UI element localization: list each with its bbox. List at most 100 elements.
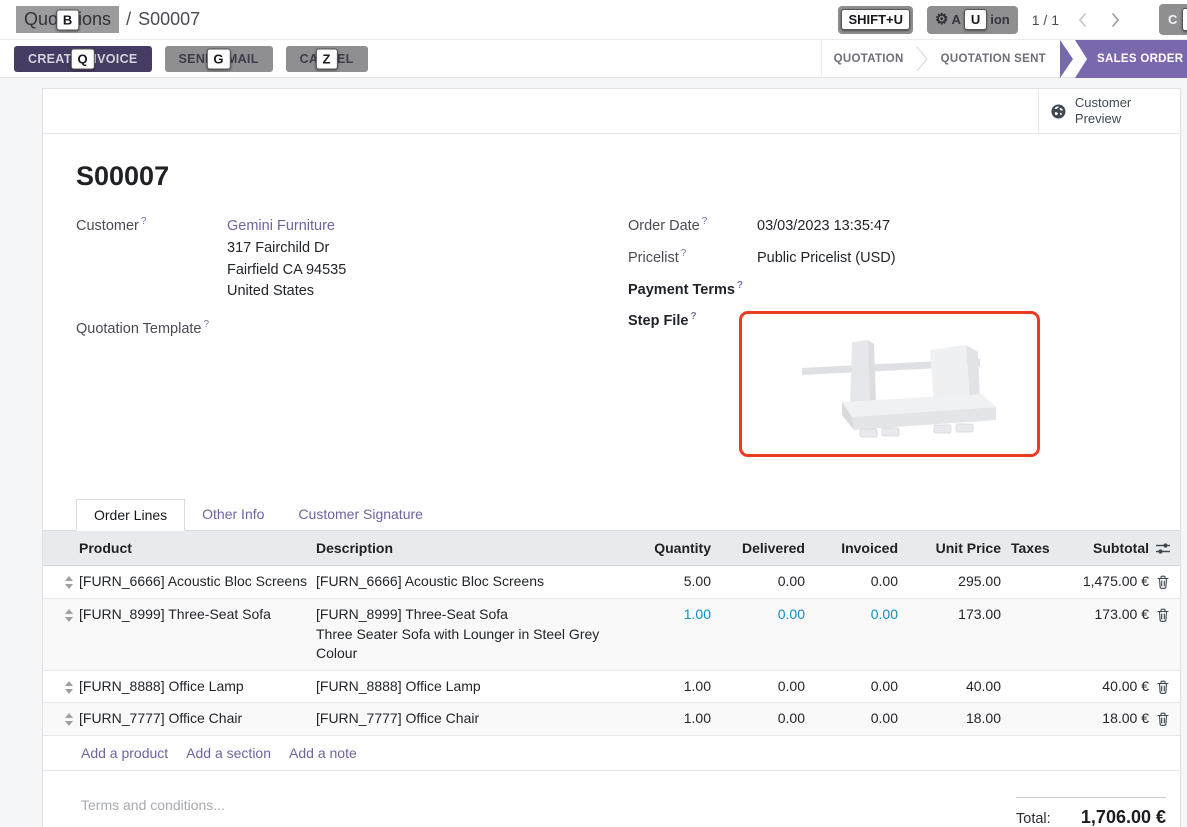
hint-overlay-b: B <box>55 9 80 30</box>
customer-address-line: United States <box>227 283 315 300</box>
3d-part-render <box>802 340 996 438</box>
total-value: 1,706.00 € <box>1080 806 1166 827</box>
hint-overlay-u: U <box>963 9 988 30</box>
help-icon: ? <box>690 311 697 323</box>
status-step-sales-order[interactable]: SALES ORDER <box>1075 40 1187 78</box>
delete-row-button[interactable] <box>1149 709 1177 727</box>
header-delivered[interactable]: Delivered <box>741 540 805 557</box>
breadcrumb-quotations-link[interactable]: Quotations B <box>16 6 120 33</box>
cell-description[interactable]: [FURN_7777] Office Chair <box>316 710 480 727</box>
drag-handle[interactable] <box>58 677 79 694</box>
status-bar: QUOTATION QUOTATION SENT SALES ORDER <box>820 40 1187 78</box>
field-step-file: Step File? <box>628 311 1166 458</box>
shortcut-hint-container[interactable]: SHIFT+U <box>838 5 914 34</box>
delete-row-button[interactable] <box>1149 572 1177 590</box>
terms-and-conditions-input[interactable]: Terms and conditions... <box>81 796 225 813</box>
tab-customer-signature[interactable]: Customer Signature <box>298 506 423 523</box>
status-separator-chevron-icon <box>916 40 929 78</box>
pager-next-button[interactable] <box>1106 10 1125 30</box>
hint-overlay-g: G <box>206 48 231 69</box>
add-note-link[interactable]: Add a note <box>289 744 357 761</box>
sheet-footer: Terms and conditions... Total: 1,706.00 … <box>43 771 1180 827</box>
cell-product[interactable]: [FURN_6666] Acoustic Bloc Screens <box>79 573 307 590</box>
field-groups: Customer? Gemini Furniture 317 Fairchild… <box>43 216 1180 467</box>
cell-description[interactable]: [FURN_8888] Office Lamp <box>316 677 481 694</box>
globe-icon <box>1051 103 1066 119</box>
tab-order-lines[interactable]: Order Lines <box>76 499 186 532</box>
step-file-label: Step File? <box>628 311 697 330</box>
send-email-button[interactable]: SEND EMAIL G <box>164 45 273 72</box>
cell-description[interactable]: [FURN_6666] Acoustic Bloc Screens <box>316 573 544 590</box>
cell-invoiced[interactable]: 0.00 <box>870 710 898 727</box>
cell-delivered[interactable]: 0.00 <box>777 605 805 622</box>
cell-delivered[interactable]: 0.00 <box>777 573 805 590</box>
header-description[interactable]: Description <box>316 540 394 557</box>
header-invoiced[interactable]: Invoiced <box>841 540 898 557</box>
help-icon: ? <box>140 216 147 227</box>
drag-handle[interactable] <box>58 709 79 727</box>
cell-quantity[interactable]: 5.00 <box>683 573 711 590</box>
cell-quantity[interactable]: 1.00 <box>683 677 711 694</box>
cell-unit-price[interactable]: 18.00 <box>965 710 1001 727</box>
table-header-row: Product Description Quantity Delivered I… <box>43 531 1180 567</box>
cell-product[interactable]: [FURN_7777] Office Chair <box>79 710 243 727</box>
cell-delivered[interactable]: 0.00 <box>777 710 805 727</box>
optional-columns-button[interactable] <box>1149 542 1177 555</box>
step-file-image[interactable] <box>739 311 1040 458</box>
status-step-quotation-sent[interactable]: QUOTATION SENT <box>940 53 1046 65</box>
action-menu-button[interactable]: ⚙ A U ion <box>927 5 1018 34</box>
cell-delivered[interactable]: 0.00 <box>777 677 805 694</box>
right-field-column: Order Date? 03/03/2023 13:35:47 Pricelis… <box>628 216 1166 467</box>
status-step-quotation[interactable]: QUOTATION <box>833 53 904 65</box>
table-row: [FURN_8888] Office Lamp [FURN_8888] Offi… <box>43 671 1180 704</box>
create-button-clipped[interactable]: C <box>1159 4 1187 35</box>
total-label: Total: <box>1016 810 1051 827</box>
trash-icon <box>1157 712 1169 727</box>
create-invoice-button[interactable]: CREATE INVOICE Q <box>14 45 152 72</box>
sort-handle-icon <box>64 680 73 694</box>
sort-handle-icon <box>64 576 73 590</box>
cut-button-label: C <box>1168 12 1178 27</box>
customer-link[interactable]: Gemini Furniture <box>227 218 335 234</box>
record-pager: 1 / 1 <box>1031 11 1059 28</box>
header-subtotal[interactable]: Subtotal <box>1093 540 1149 557</box>
cell-quantity[interactable]: 1.00 <box>683 605 711 622</box>
pricelist-value[interactable]: Public Pricelist (USD) <box>757 249 896 266</box>
hint-overlay-shift-u: SHIFT+U <box>841 9 911 30</box>
cell-description[interactable]: [FURN_8999] Three-Seat Sofa Three Seater… <box>316 605 600 662</box>
add-section-link[interactable]: Add a section <box>186 744 272 761</box>
cell-unit-price[interactable]: 295.00 <box>958 573 1001 590</box>
cell-unit-price[interactable]: 173.00 <box>958 605 1001 622</box>
status-active-arrowhead <box>1060 40 1073 78</box>
cancel-button[interactable]: CANCEL Z <box>285 45 368 72</box>
tab-other-info[interactable]: Other Info <box>202 506 265 523</box>
hint-overlay-clipped <box>1182 8 1187 31</box>
cell-invoiced[interactable]: 0.00 <box>870 573 898 590</box>
cell-subtotal: 1,475.00 € <box>1082 573 1149 590</box>
cell-invoiced[interactable]: 0.00 <box>870 605 898 622</box>
field-pricelist: Pricelist? Public Pricelist (USD) <box>628 248 1166 270</box>
cell-quantity[interactable]: 1.00 <box>683 710 711 727</box>
cell-unit-price[interactable]: 40.00 <box>965 677 1001 694</box>
cell-product[interactable]: [FURN_8888] Office Lamp <box>79 677 244 694</box>
drag-handle[interactable] <box>58 572 79 590</box>
customer-preview-button[interactable]: Customer Preview <box>1038 89 1180 133</box>
header-taxes[interactable]: Taxes <box>1011 540 1050 557</box>
header-product[interactable]: Product <box>79 540 132 557</box>
total-box: Total: 1,706.00 € <box>1016 796 1166 827</box>
breadcrumb: Quotations B / S00007 <box>16 6 200 33</box>
pager-previous-button[interactable] <box>1073 10 1092 30</box>
add-product-link[interactable]: Add a product <box>81 744 169 761</box>
drag-handle[interactable] <box>58 605 79 622</box>
header-unit-price[interactable]: Unit Price <box>935 540 1001 557</box>
order-date-value[interactable]: 03/03/2023 13:35:47 <box>757 218 891 234</box>
cell-invoiced[interactable]: 0.00 <box>870 677 898 694</box>
breadcrumb-separator: / <box>126 9 132 29</box>
cell-product[interactable]: [FURN_8999] Three-Seat Sofa <box>79 605 271 622</box>
delete-row-button[interactable] <box>1149 677 1177 694</box>
sort-handle-icon <box>64 608 73 622</box>
breadcrumb-record-name: S00007 <box>138 9 201 29</box>
delete-row-button[interactable] <box>1149 605 1177 622</box>
header-quantity[interactable]: Quantity <box>654 540 711 557</box>
order-date-label: Order Date? <box>628 216 708 234</box>
